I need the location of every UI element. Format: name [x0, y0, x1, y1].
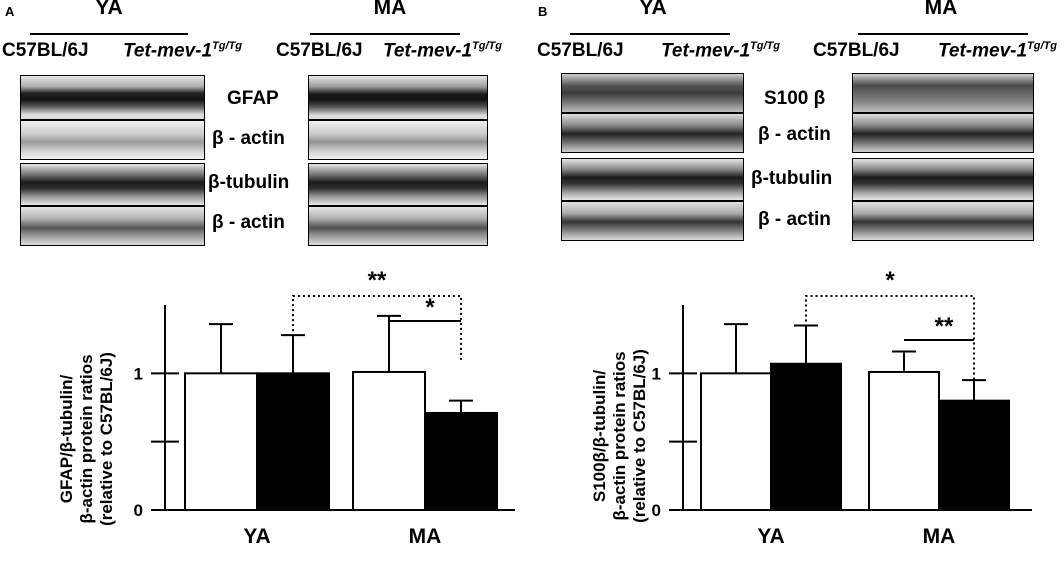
panel-letter: B — [538, 4, 548, 19]
significance-label: ** — [368, 267, 387, 294]
western-blot-band — [561, 158, 744, 201]
blot-label-gfap: GFAP — [227, 88, 279, 109]
panel-letter: A — [5, 4, 15, 19]
western-blot-band — [308, 75, 488, 120]
western-blot-band — [852, 158, 1034, 201]
bar-tg-ya — [770, 362, 842, 511]
bar-wt-ma — [352, 370, 426, 512]
y-tick-label: 1 — [134, 364, 143, 383]
western-blot-band — [852, 201, 1034, 241]
x-category-label: MA — [409, 525, 442, 548]
blot-label-tubulin: β-tubulin — [208, 172, 290, 193]
group-label-ya: YA — [639, 0, 667, 19]
strain-label-wt: C57BL/6J — [813, 40, 900, 61]
group-label-ya: YA — [95, 0, 123, 19]
bar-tg-ya — [256, 372, 330, 512]
bar-wt-ya — [184, 372, 258, 512]
strain-label-tg: Tet-mev-1Tg/Tg — [383, 40, 502, 62]
bar-wt-ya — [700, 372, 772, 512]
strain-label-tg: Tet-mev-1Tg/Tg — [938, 40, 1057, 62]
x-category-label: YA — [243, 525, 270, 548]
strain-label-tg: Tet-mev-1Tg/Tg — [661, 40, 780, 62]
significance-bracket — [292, 295, 462, 361]
western-blot-band — [20, 75, 205, 120]
x-category-label: MA — [923, 525, 956, 548]
group-underline — [858, 33, 1028, 35]
western-blot-band — [20, 206, 205, 246]
western-blot-band — [852, 113, 1034, 153]
blot-label-actin: β - actin — [758, 124, 831, 145]
y-tick-label: 0 — [134, 501, 143, 520]
bar-tg-ma — [424, 411, 498, 512]
group-underline — [30, 33, 188, 35]
western-blot-band — [308, 163, 488, 206]
group-underline — [570, 33, 730, 35]
blot-label-actin: β - actin — [212, 128, 285, 149]
significance-bracket — [805, 295, 975, 380]
western-blot-band — [308, 206, 488, 246]
western-blot-band — [20, 120, 205, 160]
strain-label-wt: C57BL/6J — [276, 40, 363, 61]
x-category-label: YA — [757, 525, 784, 548]
y-tick-label: 0 — [652, 501, 661, 520]
western-blot-band — [561, 73, 744, 113]
significance-label: * — [885, 267, 895, 294]
western-blot-band — [308, 120, 488, 160]
significance-label: ** — [935, 313, 954, 340]
western-blot-band — [561, 113, 744, 153]
group-label-ma: MA — [373, 0, 407, 19]
group-underline — [310, 33, 460, 35]
strain-label-wt: C57BL/6J — [2, 40, 89, 61]
figure: A YA MA C57BL/6J Tet-mev-1Tg/Tg C57BL/6J… — [2, 0, 1057, 548]
blot-label-tubulin: β-tubulin — [751, 168, 833, 189]
strain-label-wt: C57BL/6J — [537, 40, 624, 61]
significance-label: * — [425, 294, 435, 321]
bar-wt-ma — [868, 370, 940, 512]
group-label-ma: MA — [924, 0, 958, 19]
western-blot-band — [852, 73, 1034, 113]
y-tick-label: 1 — [652, 364, 661, 383]
western-blot-band — [20, 163, 205, 206]
blot-label-actin: β - actin — [758, 209, 831, 230]
strain-label-tg: Tet-mev-1Tg/Tg — [123, 40, 242, 62]
western-blot-band — [561, 201, 744, 241]
blot-label-s100b: S100 β — [764, 88, 826, 109]
blot-label-actin: β - actin — [212, 212, 285, 233]
bar-tg-ma — [938, 399, 1010, 511]
